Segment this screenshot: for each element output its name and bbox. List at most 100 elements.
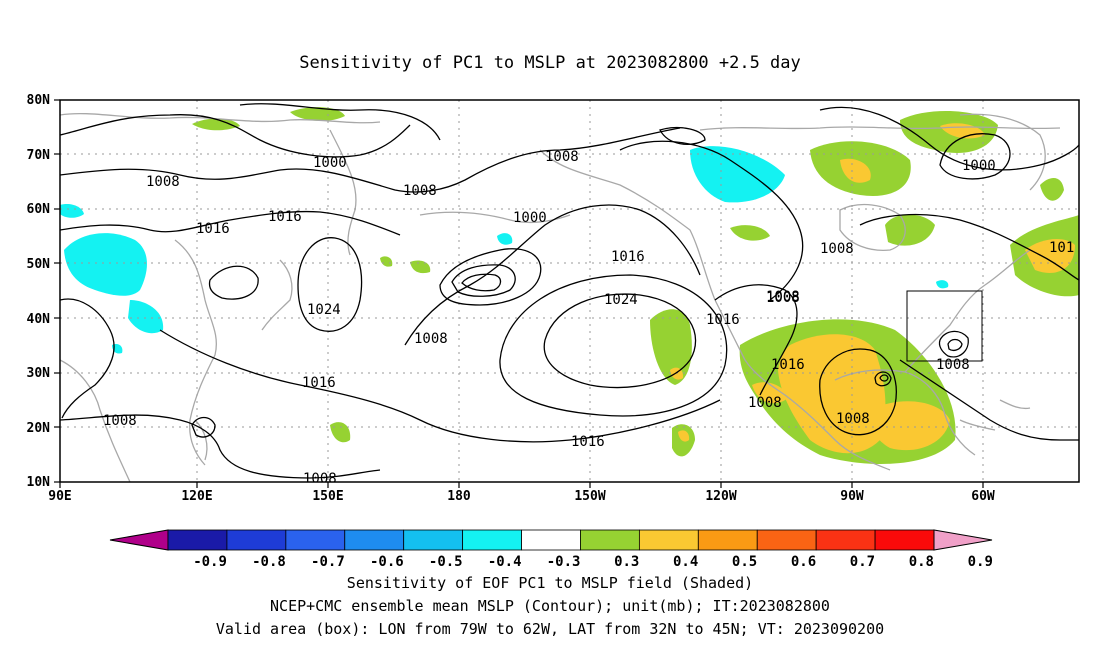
lat-label: 50N	[27, 257, 51, 272]
caption-line-2: NCEP+CMC ensemble mean MSLP (Contour); u…	[270, 597, 830, 615]
colorbar-segment	[462, 529, 522, 551]
colorbar-label: 0.9	[968, 554, 993, 570]
contour-28	[659, 126, 706, 145]
shade-positive-small-2	[410, 260, 431, 274]
contour-21	[947, 338, 963, 351]
shade-negative-pacific	[690, 146, 785, 203]
colorbar-segment	[697, 529, 758, 551]
coast-na-west	[714, 299, 891, 471]
coast-aleutian	[419, 211, 571, 224]
colorbar-segment	[344, 529, 405, 551]
contour-8	[297, 237, 363, 332]
contour-11	[499, 274, 728, 417]
lon-labels: 90E 120E 150E 180 150W 120W 90W 60W	[48, 489, 995, 504]
caption-line-3: Valid area (box): LON from 79W to 62W, L…	[216, 620, 884, 638]
contour-14	[191, 416, 216, 438]
axis-ticks	[54, 99, 984, 488]
shaded-regions	[60, 107, 1079, 465]
contour-label: 1016	[706, 312, 740, 328]
contour-label: 1016	[571, 434, 605, 450]
contour-label: 1008	[545, 149, 579, 165]
colorbar-label: 0.7	[850, 554, 875, 570]
contour-label: 1008	[766, 290, 800, 306]
valid-area-box	[906, 290, 983, 362]
colorbar-segment	[874, 529, 935, 551]
lat-label: 20N	[27, 421, 51, 436]
shade-orange-mexico	[778, 334, 886, 454]
colorbar: -0.9 -0.8 -0.7 -0.6 -0.5 -0.4 -0.3 0.3 0.4 0.5 0.6…	[109, 529, 993, 570]
shade-positive-baja	[650, 309, 692, 385]
shade-orange-baja	[678, 430, 690, 442]
shade-orange-atlantic	[1025, 238, 1075, 273]
contour-label-layer: 1000 1008 1008 1016 1016 1008 1000 1024 …	[103, 149, 1074, 487]
lon-label: 120E	[181, 489, 212, 504]
shade-positive-small-4	[380, 256, 393, 267]
shade-positive-north-2	[290, 107, 345, 121]
shade-negative-asia-2	[128, 300, 164, 334]
shade-orange-gulf	[869, 401, 950, 451]
contour-25	[899, 359, 1079, 441]
colorbar-label: 0.4	[673, 554, 698, 570]
lat-label: 40N	[27, 312, 51, 327]
contour-label: 1008	[414, 331, 448, 347]
colorbar-segment	[580, 529, 640, 551]
contour-label: 1008	[303, 471, 337, 487]
contour-label: 1008	[403, 183, 437, 199]
colorbar-label: -0.7	[311, 554, 345, 570]
lat-labels: 80N 70N 60N 50N 40N 30N 20N 10N	[27, 93, 51, 490]
lon-label: 180	[447, 489, 471, 504]
lon-label: 60W	[971, 489, 995, 504]
contour-6	[461, 273, 502, 292]
graticule	[60, 100, 1079, 482]
shade-positive-small-1	[730, 225, 770, 241]
shade-negative-asia-3	[60, 204, 84, 218]
contour-label: 101	[1049, 240, 1074, 256]
shade-negative-small-1	[497, 233, 513, 245]
contour-label: 1016	[771, 357, 805, 373]
lat-label: 60N	[27, 202, 51, 217]
contour-label: 1008	[766, 289, 800, 305]
contour-label: 1008	[748, 395, 782, 411]
coast-na-east	[904, 249, 1031, 373]
colorbar-label: 0.5	[732, 554, 757, 570]
contour-15	[714, 284, 798, 396]
lat-label: 10N	[27, 475, 51, 490]
contour-9	[208, 265, 259, 300]
lat-label: 80N	[27, 93, 51, 108]
contour-label: 1000	[513, 210, 547, 226]
contour-7	[404, 204, 701, 346]
contour-label: 1016	[268, 209, 302, 225]
contour-18	[874, 371, 892, 387]
contour-label: 1016	[196, 221, 230, 237]
colorbar-label: -0.9	[193, 554, 227, 570]
map-frame	[59, 99, 1080, 483]
contour-label: 1024	[604, 292, 638, 308]
contour-20	[938, 330, 969, 358]
caption-line-1: Sensitivity of EOF PC1 to MSLP field (Sh…	[347, 574, 753, 592]
colorbar-segment	[285, 529, 346, 551]
colorbar-segment	[226, 529, 287, 551]
colorbar-segment	[756, 529, 817, 551]
coast-japan	[261, 259, 293, 331]
mslp-contours	[60, 103, 1079, 479]
coast-greenland	[959, 113, 1046, 191]
contour-13	[60, 414, 381, 479]
colorbar-segment	[638, 529, 699, 551]
lat-label: 70N	[27, 148, 51, 163]
contour-label: 1008	[820, 241, 854, 257]
contour-label: 1008	[936, 357, 970, 373]
colorbar-label: 0.8	[909, 554, 934, 570]
lat-label: 30N	[27, 366, 51, 381]
colorbar-segment	[521, 529, 581, 551]
contour-label: 1000	[962, 158, 996, 174]
shade-positive-north-1	[192, 118, 240, 131]
contour-1	[60, 114, 411, 158]
contour-27	[239, 103, 441, 141]
coast-kamchatka	[329, 129, 357, 256]
coast-asia-east	[174, 239, 217, 466]
coast-islands	[959, 399, 1031, 431]
lon-label: 150E	[312, 489, 343, 504]
colorbar-label: -0.8	[252, 554, 286, 570]
colorbar-label: -0.5	[429, 554, 463, 570]
